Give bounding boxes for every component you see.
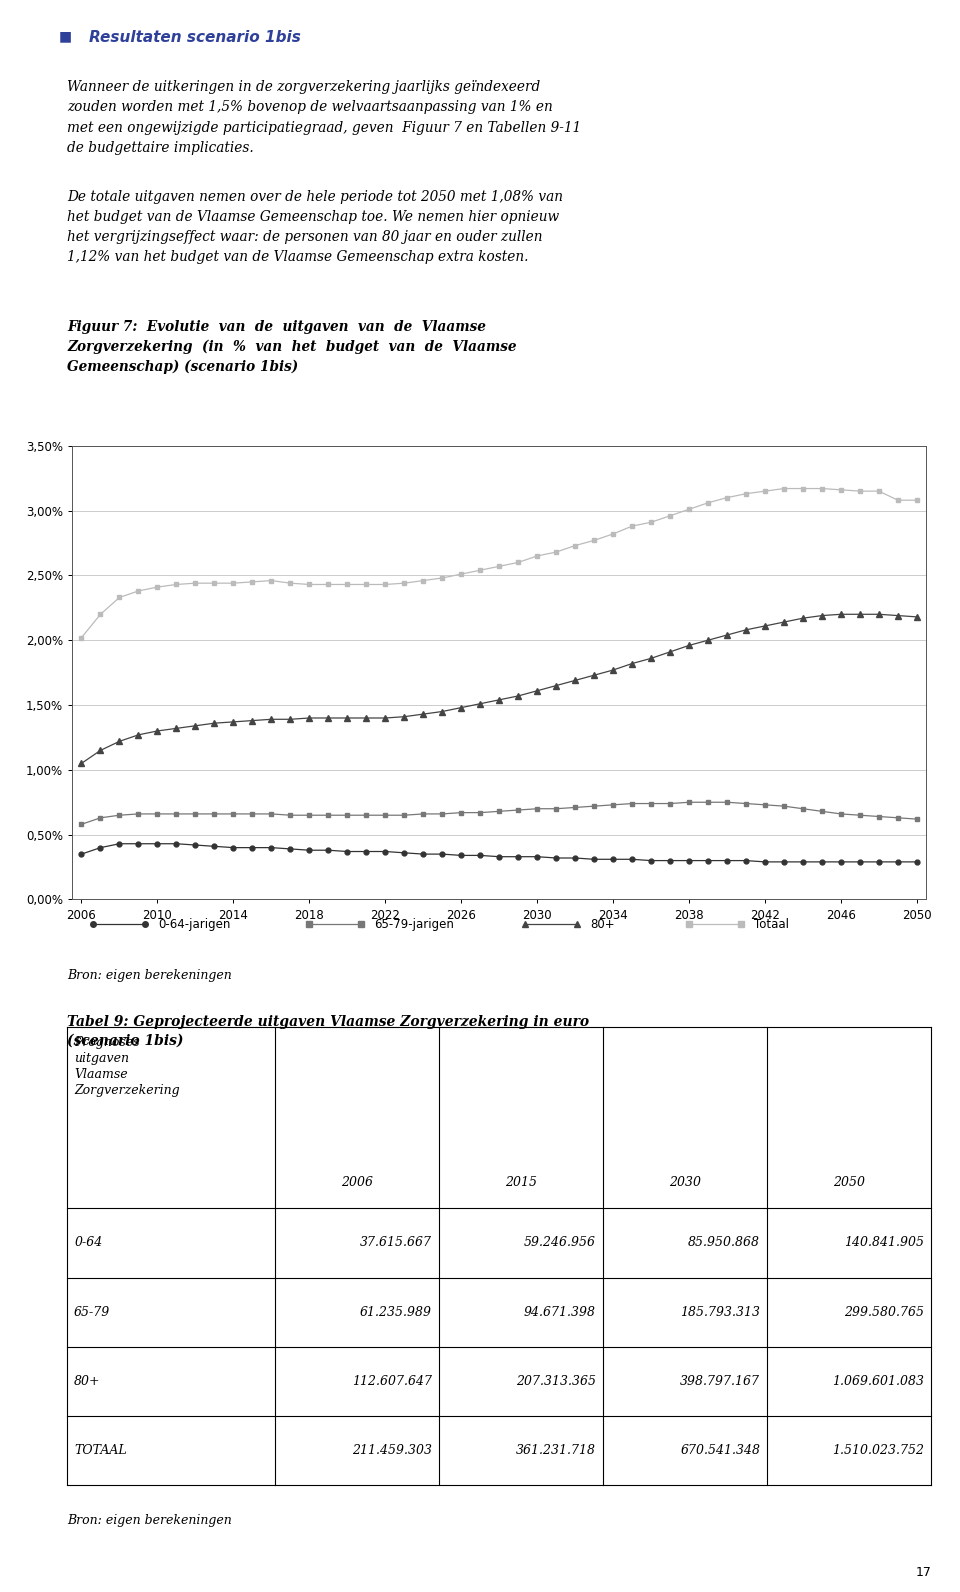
- Text: 80+: 80+: [74, 1375, 101, 1388]
- Text: 80+: 80+: [589, 917, 614, 931]
- Text: Tabel 9: Geprojecteerde uitgaven Vlaamse Zorgverzekering in euro
(scenario 1bis): Tabel 9: Geprojecteerde uitgaven Vlaamse…: [67, 1016, 589, 1048]
- Text: 65-79-jarigen: 65-79-jarigen: [373, 917, 454, 931]
- Text: 211.459.303: 211.459.303: [351, 1444, 432, 1457]
- Text: 94.671.398: 94.671.398: [524, 1305, 596, 1318]
- Text: Wanneer de uitkeringen in de zorgverzekering jaarlijks geïndexeerd
zouden worden: Wanneer de uitkeringen in de zorgverzeke…: [67, 81, 582, 154]
- Text: 85.950.868: 85.950.868: [688, 1237, 760, 1250]
- Text: Totaal: Totaal: [754, 917, 789, 931]
- Text: De totale uitgaven nemen over de hele periode tot 2050 met 1,08% van
het budget : De totale uitgaven nemen over de hele pe…: [67, 189, 564, 264]
- Text: 17: 17: [915, 1567, 931, 1579]
- Text: 207.313.365: 207.313.365: [516, 1375, 596, 1388]
- Text: 2006: 2006: [341, 1176, 372, 1189]
- Text: 398.797.167: 398.797.167: [680, 1375, 760, 1388]
- Text: 1.069.601.083: 1.069.601.083: [832, 1375, 924, 1388]
- Text: 112.607.647: 112.607.647: [351, 1375, 432, 1388]
- Text: Bron: eigen berekeningen: Bron: eigen berekeningen: [67, 1514, 232, 1527]
- Text: 2015: 2015: [505, 1176, 537, 1189]
- Text: 1.510.023.752: 1.510.023.752: [832, 1444, 924, 1457]
- Text: 670.541.348: 670.541.348: [680, 1444, 760, 1457]
- Text: Prognoses
uitgaven
Vlaamse
Zorgverzekering: Prognoses uitgaven Vlaamse Zorgverzekeri…: [74, 1036, 180, 1097]
- Text: Bron: eigen berekeningen: Bron: eigen berekeningen: [67, 968, 232, 982]
- Text: 185.793.313: 185.793.313: [680, 1305, 760, 1318]
- Text: 2050: 2050: [833, 1176, 865, 1189]
- Text: 61.235.989: 61.235.989: [360, 1305, 432, 1318]
- Text: 361.231.718: 361.231.718: [516, 1444, 596, 1457]
- Text: 2030: 2030: [669, 1176, 701, 1189]
- Text: 299.580.765: 299.580.765: [844, 1305, 924, 1318]
- Text: 140.841.905: 140.841.905: [844, 1237, 924, 1250]
- Text: 0-64: 0-64: [74, 1237, 103, 1250]
- Text: 0-64-jarigen: 0-64-jarigen: [157, 917, 230, 931]
- Text: 59.246.956: 59.246.956: [524, 1237, 596, 1250]
- Text: 65-79: 65-79: [74, 1305, 110, 1318]
- Text: TOTAAL: TOTAAL: [74, 1444, 127, 1457]
- Text: Resultaten scenario 1bis: Resultaten scenario 1bis: [88, 30, 300, 45]
- Text: Figuur 7:  Evolutie  van  de  uitgaven  van  de  Vlaamse
Zorgverzekering  (in  %: Figuur 7: Evolutie van de uitgaven van d…: [67, 320, 516, 374]
- Text: 37.615.667: 37.615.667: [360, 1237, 432, 1250]
- Text: ■: ■: [59, 30, 72, 43]
